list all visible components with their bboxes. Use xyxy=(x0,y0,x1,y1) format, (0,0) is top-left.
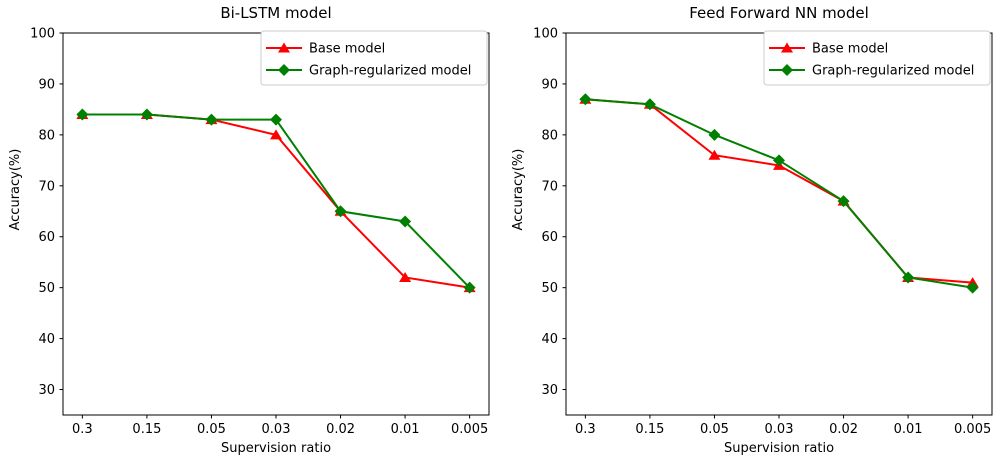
diamond-marker xyxy=(643,98,656,111)
y-tick-label: 60 xyxy=(541,230,558,245)
series-line-graph-regularized xyxy=(82,113,471,289)
x-tick-label: 0.05 xyxy=(700,422,729,437)
x-tick-label: 0.01 xyxy=(391,422,420,437)
plot-area: 30 40 50 60 70 80 90 100 0.3 0.15 0.05 0.03 0.02 0.01… xyxy=(30,27,490,437)
diamond-marker xyxy=(140,108,153,121)
y-tick-label: 90 xyxy=(541,77,558,92)
chart-title: Bi-LSTM model xyxy=(220,4,332,22)
axes-frame xyxy=(565,32,993,416)
y-tick-label: 80 xyxy=(38,128,55,143)
legend-label: Graph-regularized model xyxy=(309,64,471,79)
triangle-icon xyxy=(278,42,290,53)
diamond-marker xyxy=(463,281,476,294)
y-tick-label: 70 xyxy=(541,179,558,194)
y-tick-label: 100 xyxy=(533,27,558,42)
y-tick-label: 50 xyxy=(38,281,55,296)
triangle-marker xyxy=(399,271,412,282)
triangle-marker xyxy=(708,149,721,160)
legend-box xyxy=(763,30,991,86)
diamond-icon xyxy=(278,64,290,76)
diamond-marker xyxy=(76,108,89,121)
legend-label: Base model xyxy=(309,42,385,57)
y-tick-label: 100 xyxy=(30,27,55,42)
x-tick-label: 0.03 xyxy=(262,422,291,437)
legend-label: Base model xyxy=(812,42,888,57)
x-tick-label: 0.005 xyxy=(451,422,488,437)
x-axis-label: Supervision ratio xyxy=(723,441,835,456)
chart-title: Feed Forward NN model xyxy=(689,4,869,22)
x-tick-label: 0.15 xyxy=(132,422,161,437)
triangle-icon xyxy=(781,42,793,53)
series-line-graph-regularized xyxy=(585,98,973,289)
x-tick-label: 0.02 xyxy=(829,422,858,437)
series-line-base xyxy=(82,113,470,289)
y-tick-label: 50 xyxy=(541,281,558,296)
diamond-marker xyxy=(270,113,282,126)
series-line-base xyxy=(585,98,973,284)
legend-box xyxy=(260,30,488,86)
legend-label: Graph-regularized model xyxy=(812,64,974,79)
diamond-icon xyxy=(781,64,793,76)
axes-frame xyxy=(62,32,490,416)
y-tick-label: 60 xyxy=(38,230,55,245)
x-axis-label: Supervision ratio xyxy=(220,441,332,456)
y-tick-label: 90 xyxy=(38,77,55,92)
diamond-marker xyxy=(837,195,850,208)
x-tick-label: 0.03 xyxy=(765,422,794,437)
x-tick-label: 0.005 xyxy=(954,422,991,437)
x-tick-label: 0.01 xyxy=(894,422,923,437)
diamond-marker xyxy=(579,93,592,106)
chart-panel-bilstm: Bi-LSTM model Accuracy(%) Supervision ra… xyxy=(8,4,490,456)
diamond-marker xyxy=(399,215,412,228)
triangle-marker xyxy=(270,129,282,140)
diamond-marker xyxy=(902,271,915,284)
chart-panel-ffnn: Feed Forward NN model Accuracy(%) Superv… xyxy=(503,0,1006,470)
y-tick-label: 80 xyxy=(541,128,558,143)
diamond-marker xyxy=(334,205,347,218)
diamond-marker xyxy=(966,281,979,294)
y-tick-label: 30 xyxy=(38,383,55,398)
y-tick-label: 70 xyxy=(38,179,55,194)
plot-area: 30 40 50 60 70 80 90 100 0.3 0.15 0.05 0.03 0.02 0.01… xyxy=(533,27,993,437)
y-tick-label: 30 xyxy=(541,383,558,398)
diamond-marker xyxy=(773,154,785,167)
x-tick-label: 0.02 xyxy=(326,422,355,437)
diamond-marker xyxy=(708,128,721,141)
y-tick-label: 40 xyxy=(38,332,55,347)
x-tick-label: 0.15 xyxy=(635,422,664,437)
x-tick-label: 0.3 xyxy=(575,422,596,437)
x-tick-label: 0.05 xyxy=(197,422,226,437)
y-tick-label: 40 xyxy=(541,332,558,347)
x-tick-label: 0.3 xyxy=(72,422,93,437)
diamond-marker xyxy=(205,113,218,126)
